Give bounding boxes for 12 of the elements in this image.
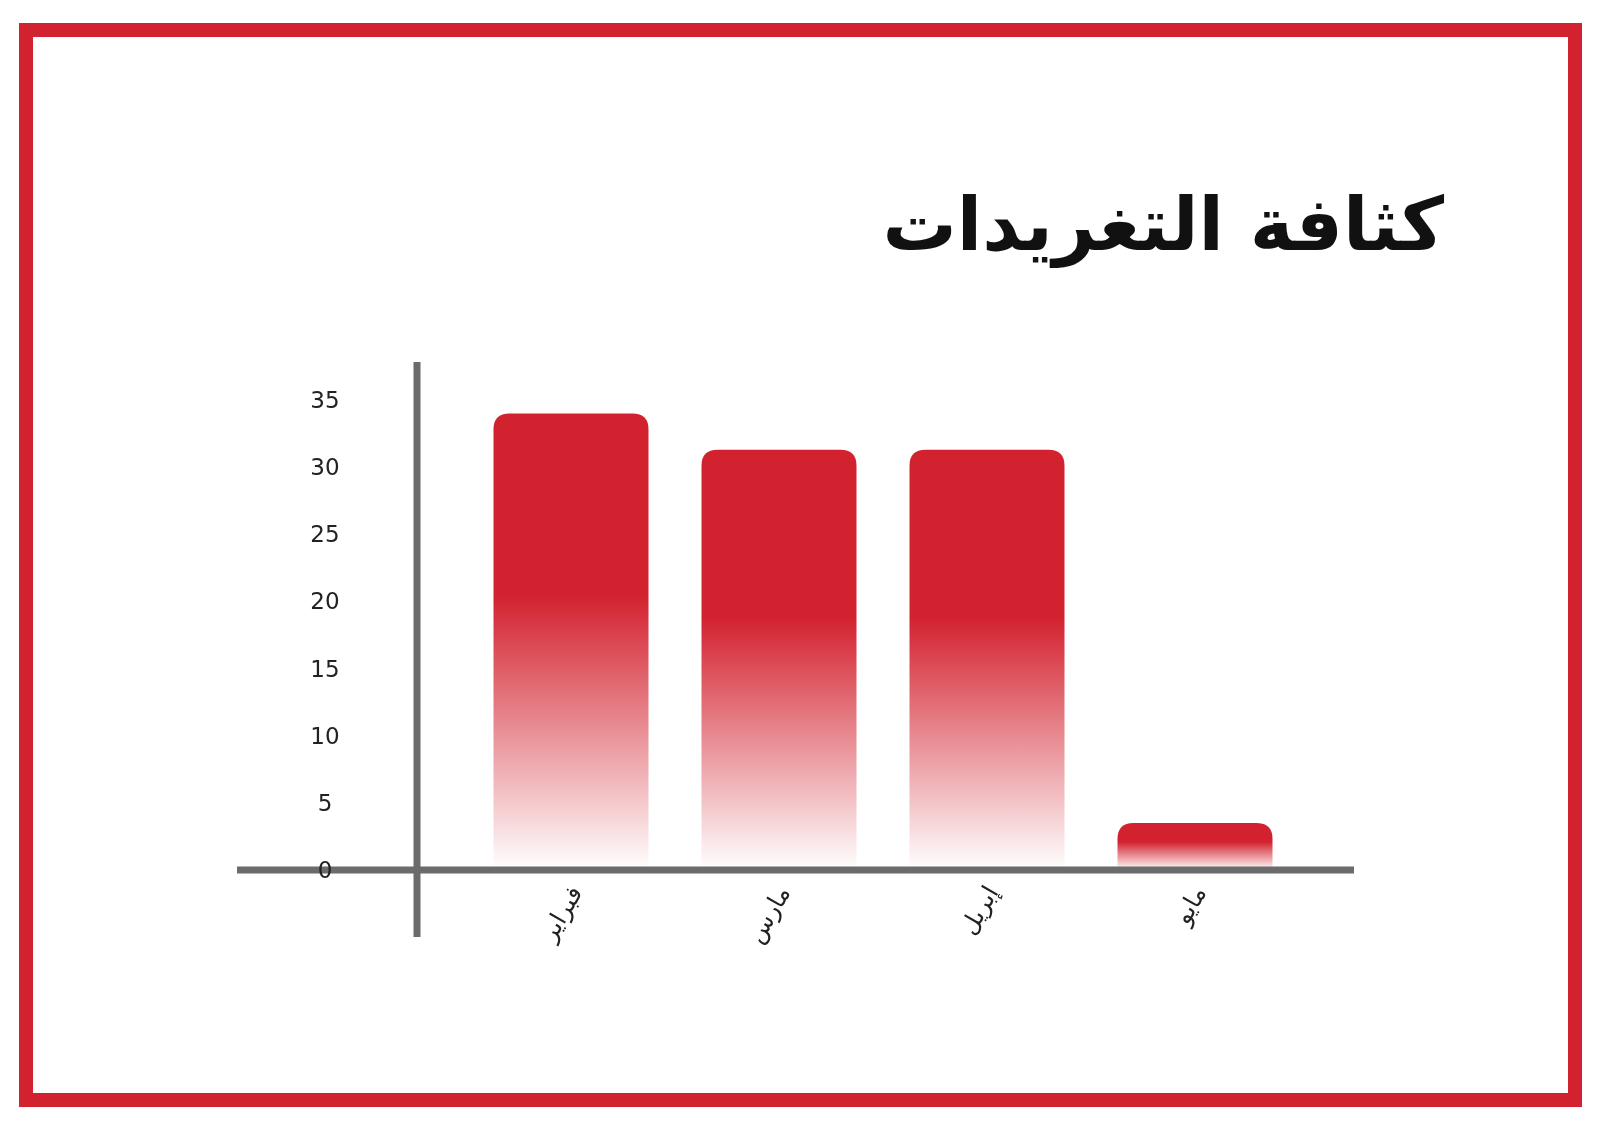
- y-tick-label: 20: [310, 588, 340, 615]
- y-tick-label: 35: [310, 387, 340, 413]
- y-tick-label: 15: [310, 655, 340, 682]
- x-tick-label: إبريل: [954, 881, 1006, 941]
- y-tick-label: 5: [317, 789, 333, 816]
- y-tick-label: 10: [310, 722, 340, 749]
- y-tick-label: 25: [310, 521, 340, 548]
- chart-title: كثافة التغريدات: [882, 181, 1445, 268]
- y-tick-label: 30: [310, 454, 340, 481]
- x-tick-label: مارس: [741, 881, 797, 948]
- x-tick-label: مايو: [1167, 881, 1213, 930]
- x-tick-label: فبراير: [534, 881, 589, 947]
